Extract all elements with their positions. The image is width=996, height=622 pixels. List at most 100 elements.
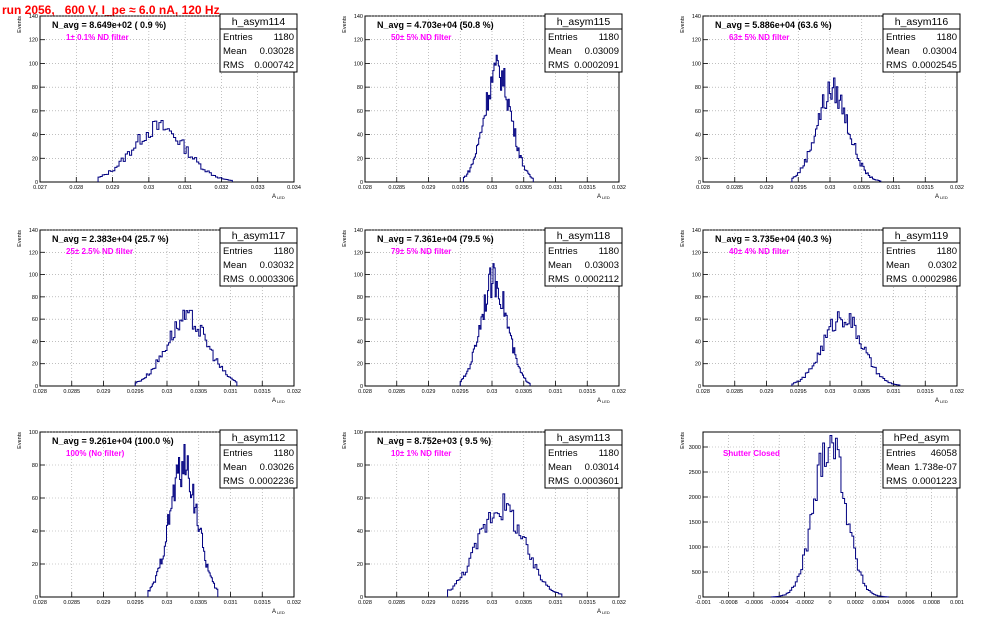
x-tick-label: 0.0008 <box>923 600 940 606</box>
stats-key: Entries <box>548 246 578 257</box>
x-tick-label: 0.034 <box>287 185 301 191</box>
x-tick-label: 0.0285 <box>388 389 405 395</box>
stats-value: 1180 <box>937 32 957 43</box>
stats-key: RMS <box>886 60 907 71</box>
x-tick-label: 0.032 <box>612 600 626 606</box>
histogram-panel-h_asym114: 0.027 0.028 0.029 0.03 0.031 0.032 0.033 0.034 2… <box>17 13 301 200</box>
stats-title: h_asym117 <box>232 230 286 242</box>
y-tick-label: 20 <box>32 156 38 162</box>
stats-box <box>219 227 298 287</box>
x-tick-label: 0.0305 <box>515 389 532 395</box>
y-tick-label: 60 <box>357 496 363 502</box>
y-tick-label: 40 <box>695 339 701 345</box>
x-tick-label: 0.032 <box>950 389 964 395</box>
y-tick-label: 140 <box>29 228 38 234</box>
y-axis-title: Events <box>342 16 348 33</box>
run-title: run 2056, 600 V, I_pe ≈ 6.0 nA, 120 Hz <box>2 3 220 17</box>
stats-value: 1180 <box>937 246 957 257</box>
stats-key: Mean <box>886 260 910 271</box>
y-tick-label: 100 <box>29 61 38 67</box>
navg-label: N_avg = 7.361e+04 (79.5 %) <box>377 234 494 244</box>
x-tick-label: 0.0285 <box>388 600 405 606</box>
stats-key: Entries <box>548 448 578 459</box>
x-axis-title-sub: LED <box>602 195 610 200</box>
stats-value: 0.0002545 <box>912 60 957 71</box>
y-tick-label: 0 <box>698 180 701 186</box>
histogram-panel-h_asym112: 0.028 0.0285 0.029 0.0295 0.03 0.0305 0.031 0.0… <box>17 429 301 615</box>
x-tick-label: 0.0315 <box>254 600 271 606</box>
stats-value: 0.03028 <box>260 46 294 57</box>
navg-label: N_avg = 4.703e+04 (50.8 %) <box>377 20 494 30</box>
x-tick-label: 0.03 <box>487 600 498 606</box>
stats-value: 0.0002986 <box>912 274 957 285</box>
x-tick-label: 0.0295 <box>127 389 144 395</box>
x-tick-label: 0.028 <box>358 600 372 606</box>
stats-key: RMS <box>548 274 569 285</box>
stats-title: hPed_asym <box>894 432 950 444</box>
navg-label: N_avg = 8.752e+03 ( 9.5 %) <box>377 436 491 446</box>
stats-box <box>219 13 298 73</box>
y-tick-label: 1500 <box>689 520 701 526</box>
stats-key: Entries <box>886 448 916 459</box>
y-tick-label: 0 <box>35 595 38 601</box>
histogram-line <box>791 77 882 182</box>
x-tick-label: 0.0285 <box>63 600 80 606</box>
x-axis-title: A <box>935 398 939 404</box>
y-axis-title: Events <box>680 432 686 449</box>
stats-box <box>882 13 961 73</box>
filter-label: Shutter Closed <box>723 449 780 458</box>
x-tick-label: 0.03 <box>487 185 498 191</box>
histogram-line <box>147 444 219 597</box>
histogram-line <box>134 309 238 386</box>
x-tick-label: 0.03 <box>143 185 154 191</box>
navg-label: N_avg = 2.383e+04 (25.7 %) <box>52 234 169 244</box>
x-tick-label: 0.029 <box>97 389 111 395</box>
x-tick-label: 0.031 <box>224 600 238 606</box>
y-tick-label: 80 <box>357 295 363 301</box>
x-tick-label: 0.031 <box>178 185 192 191</box>
stats-box <box>219 429 298 489</box>
histogram-line <box>771 434 889 598</box>
y-tick-label: 80 <box>695 295 701 301</box>
y-tick-label: 60 <box>32 109 38 115</box>
y-tick-label: 2500 <box>689 470 701 476</box>
x-axis-title: A <box>272 609 276 615</box>
filter-label: 25± 2.5% ND filter <box>66 247 133 256</box>
x-tick-label: 0.0285 <box>388 185 405 191</box>
x-tick-label: 0.0295 <box>127 600 144 606</box>
stats-value: 0.03026 <box>260 462 294 473</box>
y-tick-label: 0 <box>35 180 38 186</box>
y-tick-label: 2000 <box>689 495 701 501</box>
x-tick-label: 0.033 <box>251 185 265 191</box>
x-tick-label: 0.032 <box>612 185 626 191</box>
navg-label: N_avg = 8.649e+02 ( 0.9 %) <box>52 20 166 30</box>
stats-value: 0.03014 <box>585 462 619 473</box>
y-tick-label: 80 <box>357 463 363 469</box>
stats-value: 46058 <box>931 448 957 459</box>
stats-key: RMS <box>223 476 244 487</box>
x-tick-label: 0.028 <box>358 185 372 191</box>
y-tick-label: 0 <box>360 384 363 390</box>
stats-value: 1180 <box>274 448 294 459</box>
x-tick-label: 0.0295 <box>790 185 807 191</box>
stats-box <box>882 227 961 287</box>
y-tick-label: 100 <box>29 430 38 436</box>
x-tick-label: 0.0305 <box>515 185 532 191</box>
histogram-panel-h_asym118: 0.028 0.0285 0.029 0.0295 0.03 0.0305 0.031 0.0… <box>342 227 626 404</box>
y-tick-label: 40 <box>357 529 363 535</box>
stats-title: h_asym113 <box>557 432 611 444</box>
y-tick-label: 40 <box>695 133 701 139</box>
stats-key: RMS <box>223 274 244 285</box>
stats-key: Mean <box>223 46 247 57</box>
stats-title: h_asym119 <box>895 230 949 242</box>
x-tick-label: -0.0006 <box>744 600 763 606</box>
x-tick-label: 0.0295 <box>452 185 469 191</box>
y-tick-label: 80 <box>32 85 38 91</box>
filter-label: 79± 5% ND filter <box>391 247 451 256</box>
stats-key: Mean <box>223 462 247 473</box>
x-tick-label: 0.03 <box>162 600 173 606</box>
stats-key: RMS <box>223 60 244 71</box>
stats-key: Mean <box>548 260 572 271</box>
x-tick-label: 0.0305 <box>190 600 207 606</box>
y-tick-label: 140 <box>29 14 38 20</box>
